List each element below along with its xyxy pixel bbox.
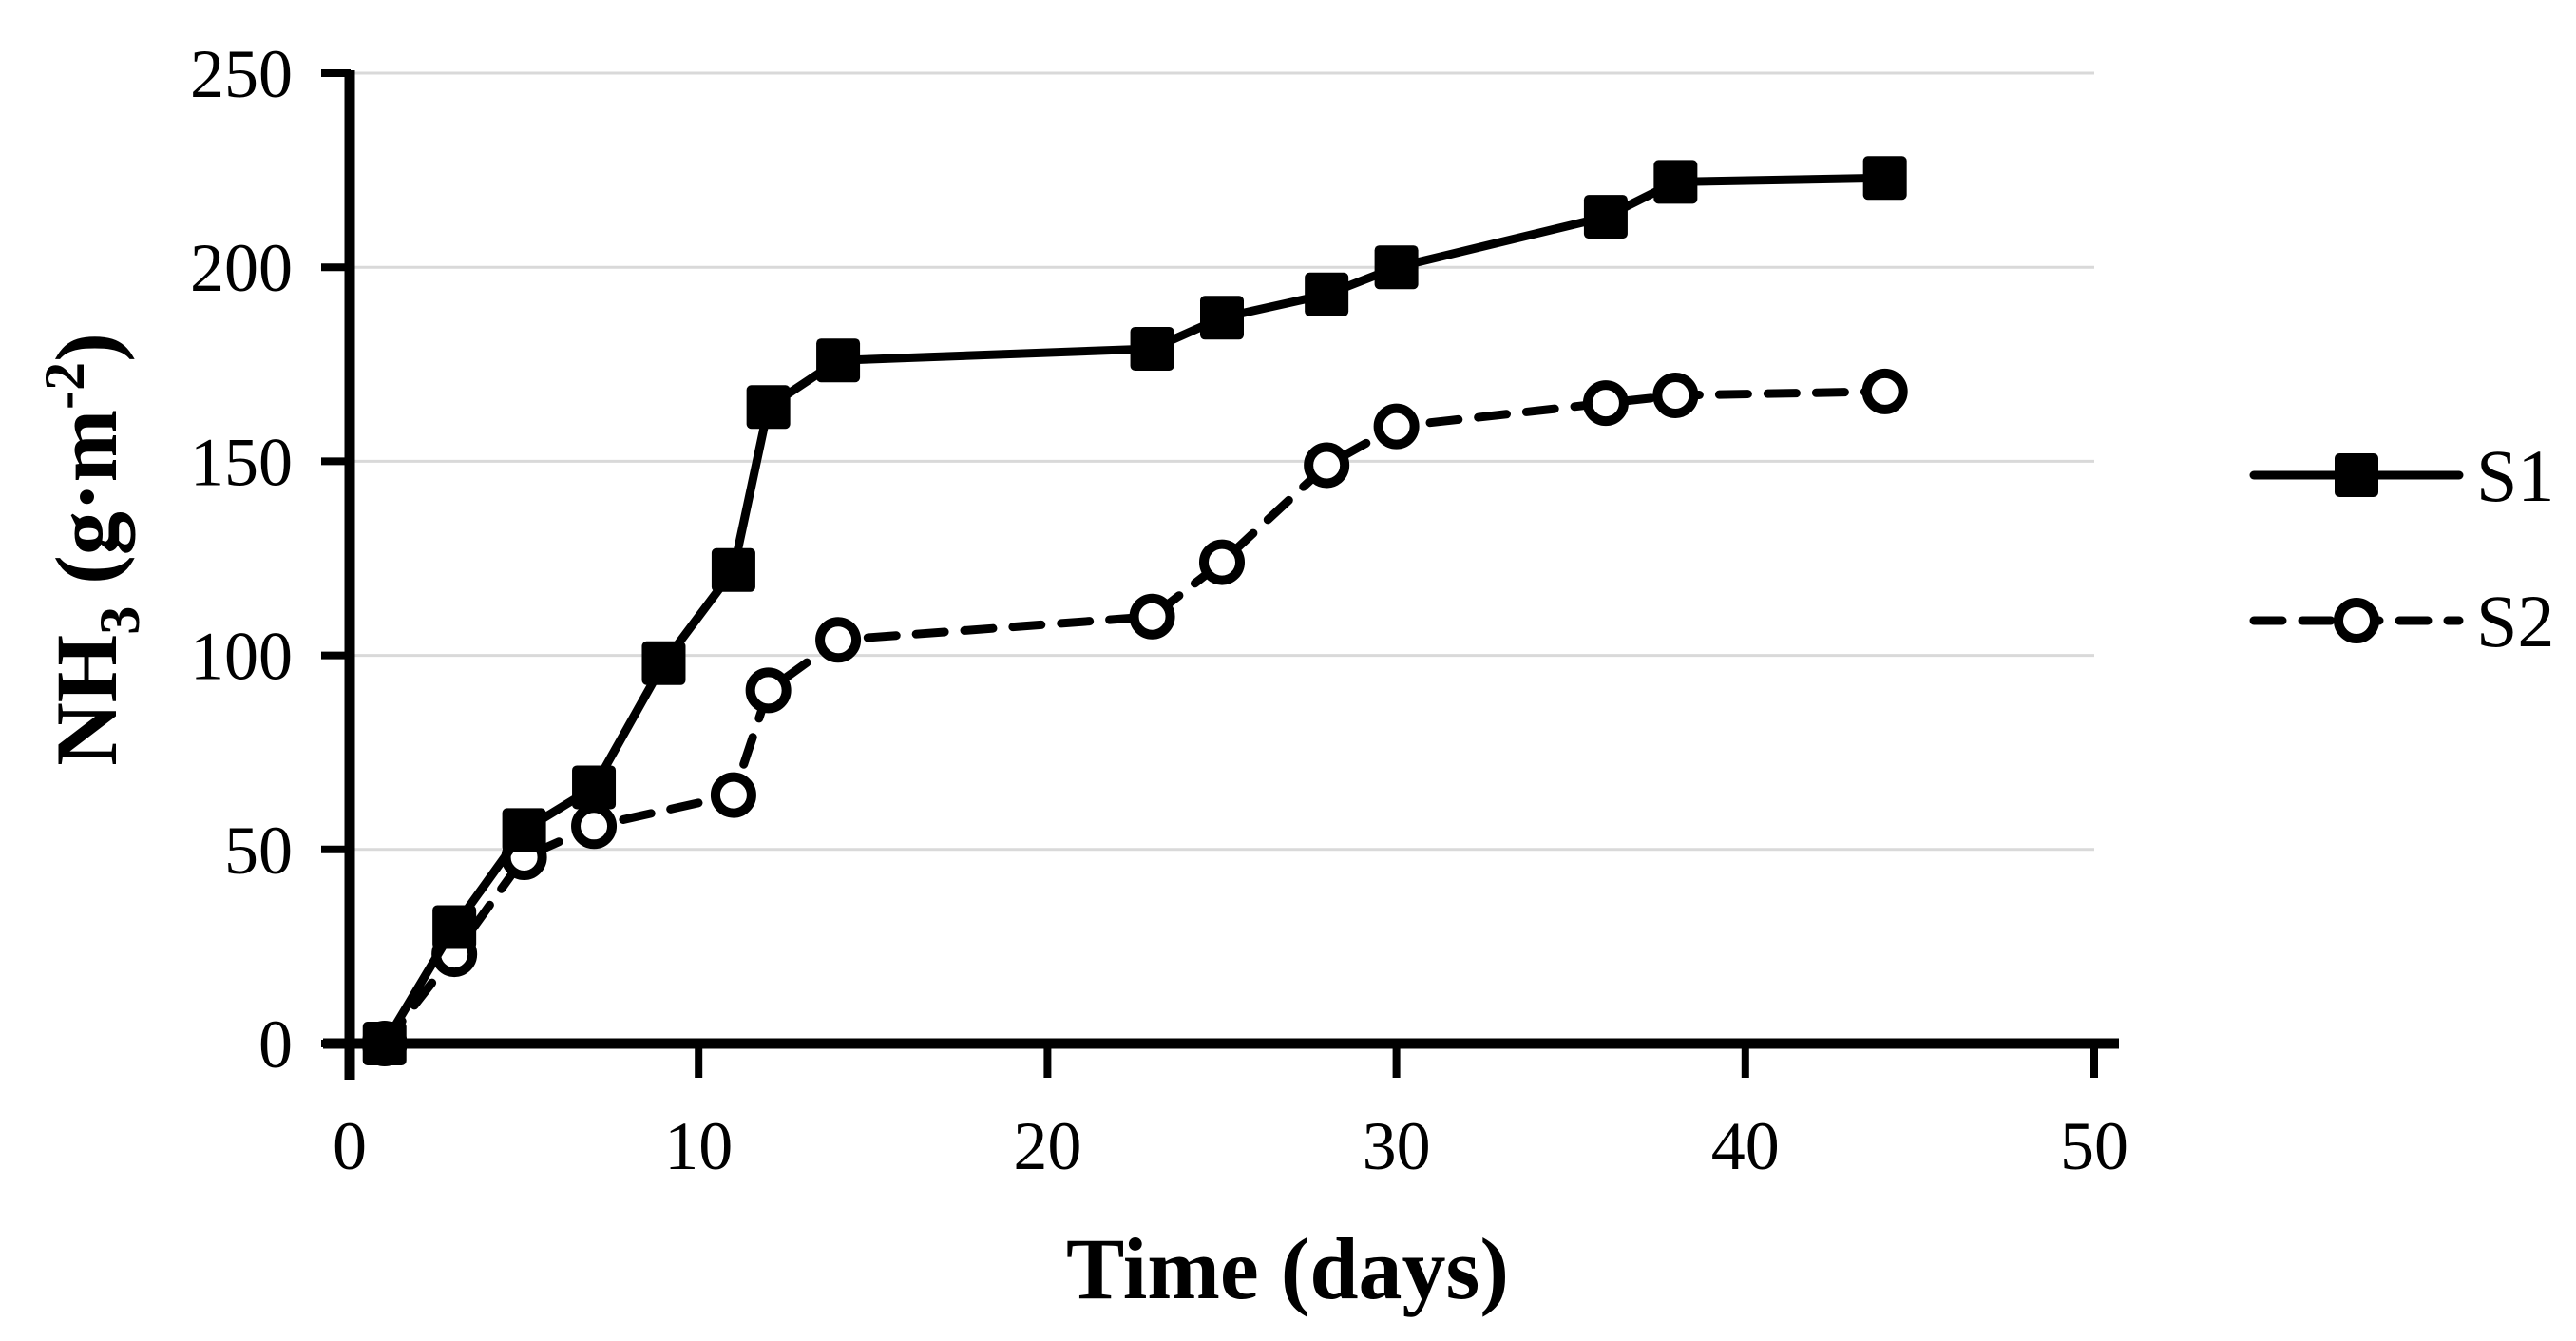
legend-label-S2: S2 [2476, 580, 2554, 662]
y-axis-title: NH3 (g·m-2) [33, 333, 151, 766]
x-tick-label-30: 30 [1363, 1108, 1431, 1184]
series-S1-square-marker [1583, 195, 1628, 239]
series-S1-square-marker [711, 547, 755, 592]
legend-item-S2: S2 [2249, 580, 2554, 662]
legend-item-S1: S1 [2249, 434, 2554, 517]
legend-S1-square-marker [2335, 453, 2378, 497]
y-tick-label-250: 250 [190, 36, 293, 112]
y-axis-title-part: (g·m [38, 410, 135, 606]
series-line-S2 [380, 387, 1890, 1048]
series-S1-square-marker [1305, 272, 1349, 316]
series-S2-circle-marker [1652, 372, 1699, 418]
series-S1-square-marker [1862, 156, 1907, 201]
series-S1-square-marker [641, 641, 686, 685]
axes-group [321, 69, 2119, 1080]
series-S1-square-marker [362, 1022, 407, 1065]
series-S2-circle-marker [1304, 442, 1350, 489]
series-S1-square-marker [1130, 326, 1174, 371]
series-S1-square-marker [1653, 160, 1698, 204]
x-tick-label-0: 0 [333, 1108, 367, 1184]
x-tick-label-10: 10 [664, 1108, 733, 1184]
series-S2-circle-marker [815, 617, 862, 663]
series-S1-square-marker [432, 905, 477, 949]
axis-titles-group: Time (days) NH3 (g·m-2) [33, 333, 1509, 1317]
y-tick-label-200: 200 [190, 230, 293, 306]
series-S1-square-marker [1200, 296, 1244, 340]
x-tick-label-50: 50 [2060, 1108, 2128, 1184]
y-axis-title-part: NH [38, 635, 135, 766]
series-group [361, 156, 1908, 1066]
y-axis-title-part: 3 [88, 606, 151, 635]
series-S2-circle-marker [710, 772, 756, 818]
series-S1-square-marker [1374, 245, 1419, 290]
legend-S2-circle-marker [2334, 598, 2379, 643]
series-S2-circle-marker [745, 667, 792, 714]
x-axis-title: Time (days) [1066, 1220, 1509, 1317]
y-axis-title-part: -2 [33, 362, 96, 410]
series-S1-square-marker [572, 765, 617, 810]
y-tick-label-0: 0 [258, 1006, 293, 1082]
x-tick-label-40: 40 [1711, 1108, 1780, 1184]
series-S2-circle-marker [1861, 368, 1908, 414]
tick-labels-group: 0 50 100 150 200 250 0 10 20 30 40 50 [190, 36, 2128, 1184]
y-tick-label-50: 50 [224, 813, 293, 889]
y-tick-label-100: 100 [190, 619, 293, 695]
legend-label-S1: S1 [2476, 434, 2554, 517]
gridlines-group [350, 71, 2094, 852]
series-S2-circle-marker [571, 803, 618, 850]
y-tick-label-150: 150 [190, 424, 293, 500]
series-S1-square-marker [502, 808, 546, 852]
legend-group: S1 S2 [2249, 434, 2554, 662]
y-axis-title-part: ) [38, 333, 135, 362]
x-tick-label-20: 20 [1013, 1108, 1081, 1184]
series-S2-circle-marker [1373, 403, 1420, 450]
series-S2-circle-marker [1199, 539, 1245, 585]
series-S1-square-marker [816, 338, 861, 383]
series-S1-square-marker [746, 385, 791, 430]
series-S2-circle-marker [1582, 380, 1629, 427]
series-S2-circle-marker [1129, 593, 1175, 640]
